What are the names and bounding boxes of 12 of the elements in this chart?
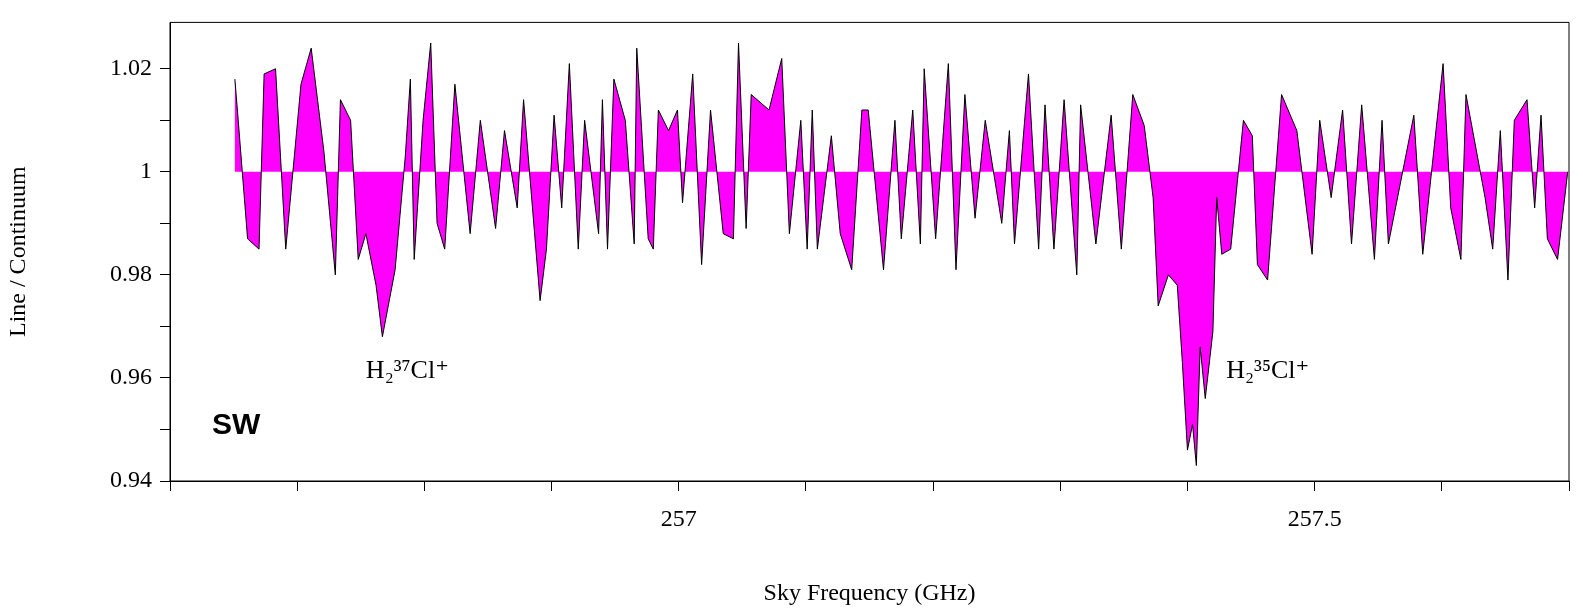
annotation: H₂³⁷Cl⁺: [365, 354, 449, 384]
x-tick-label: 257: [660, 504, 697, 531]
annotation: SW: [211, 407, 261, 441]
y-tick-label: 1: [140, 157, 152, 184]
annotation: H₂³⁵Cl⁺: [1226, 354, 1310, 384]
y-tick-label: 1.02: [110, 54, 152, 81]
y-tick-label: 0.94: [110, 466, 152, 493]
y-tick-label: 0.96: [110, 363, 152, 390]
y-axis-title: Line / Continuum: [3, 166, 30, 338]
x-axis-title: Sky Frequency (GHz): [763, 578, 976, 605]
y-tick-label: 0.98: [110, 260, 152, 287]
x-tick-label: 257.5: [1287, 504, 1342, 531]
